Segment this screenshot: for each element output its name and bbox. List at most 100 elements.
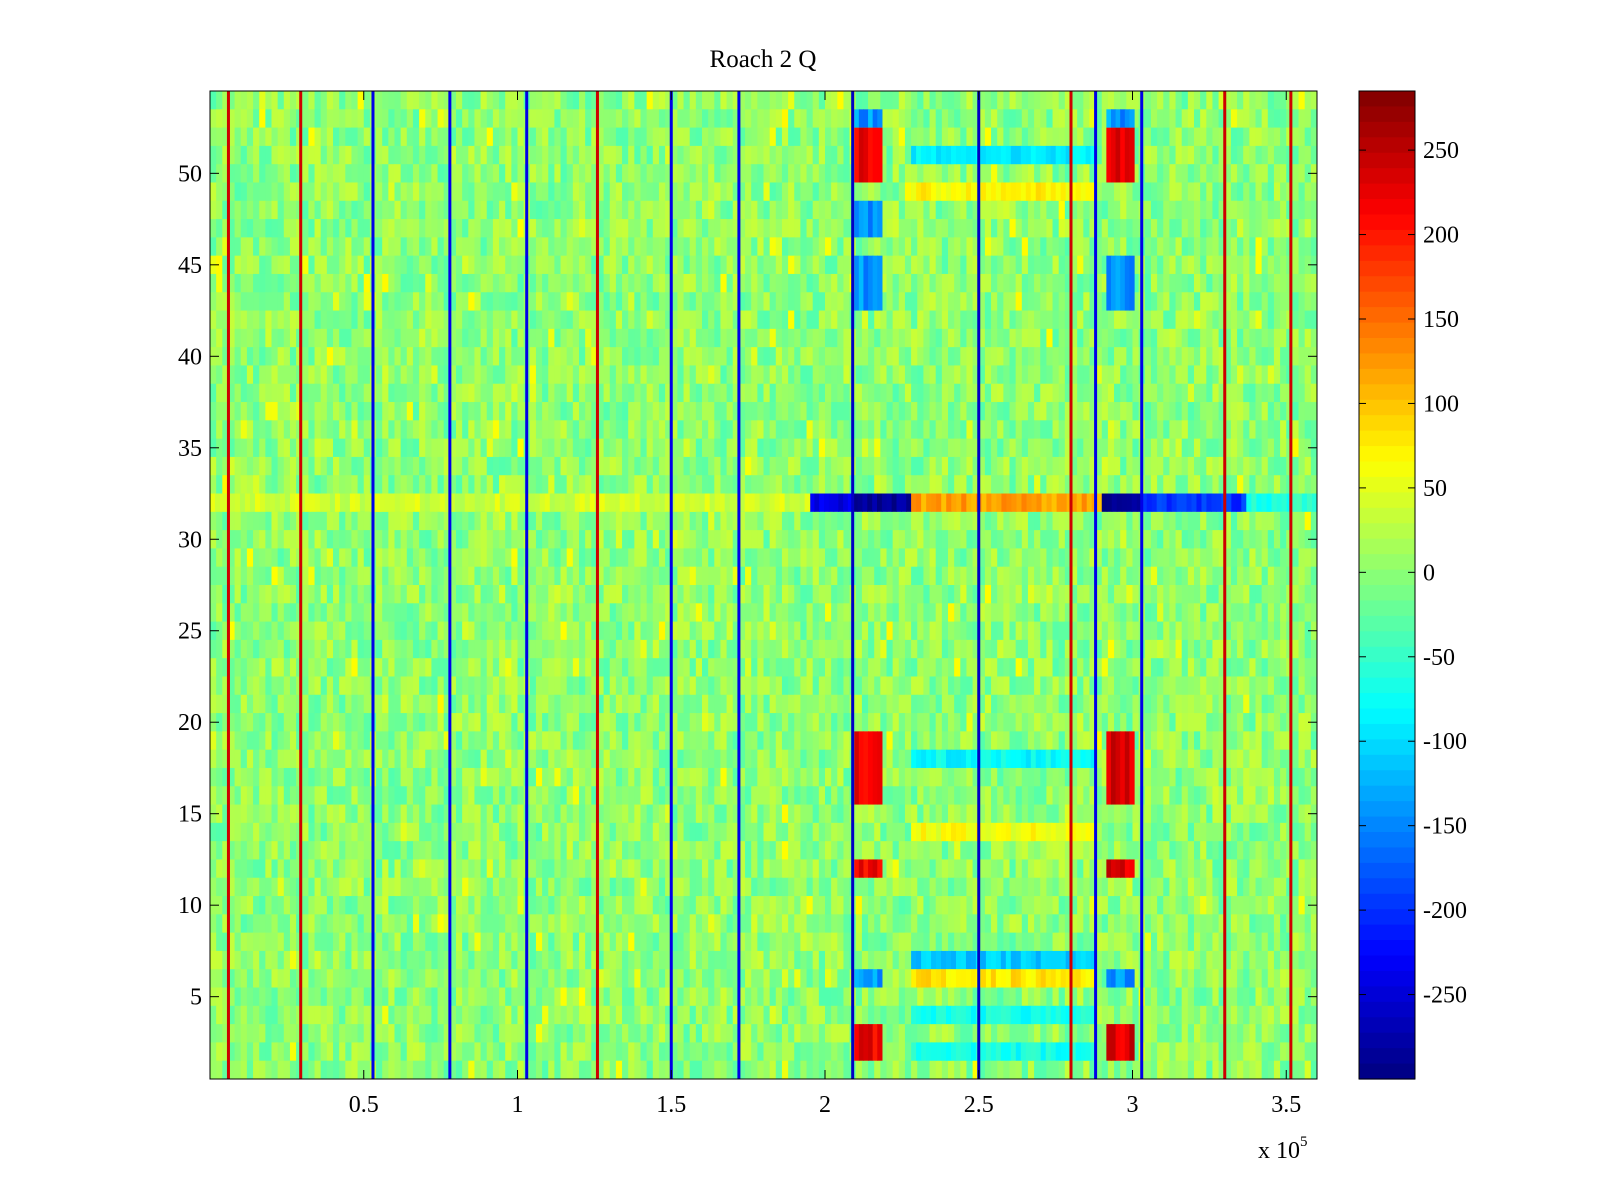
colorbar-tick-label: -50 [1423, 645, 1455, 671]
colorbar-step [1359, 677, 1415, 694]
horizontal-band [911, 969, 1097, 988]
x-axis: 0.5 1 1.5 2 2.5 3 3.5 [349, 91, 1301, 1118]
colorbar-tick-label: 150 [1423, 307, 1459, 333]
colorbar-step [1359, 106, 1415, 123]
band-segment [1246, 493, 1317, 512]
colorbar-step [1359, 322, 1415, 339]
colorbar-step [1359, 955, 1415, 972]
colorbar-step [1359, 461, 1415, 478]
colorbar-step [1359, 338, 1415, 355]
colorbar-ticks: 250 200 150 100 50 0 -50 -100 -150 -200 -250 [1359, 138, 1467, 1009]
colorbar-step [1359, 1063, 1415, 1080]
horizontal-band [911, 822, 1097, 842]
x-tick-label: 1.5 [656, 1092, 686, 1118]
colorbar-step [1359, 260, 1415, 277]
colorbar-step [1359, 523, 1415, 540]
colorbar-step [1359, 507, 1415, 524]
colorbar-tick-label: -100 [1423, 729, 1467, 755]
chart-title: Roach 2 Q [710, 46, 817, 73]
plot-area [210, 91, 1317, 1079]
colorbar-tick-label: 50 [1423, 476, 1447, 502]
colorbar-step [1359, 291, 1415, 308]
horizontal-band [911, 950, 1097, 970]
x-tick-label: 1 [512, 1092, 524, 1118]
colorbar-step [1359, 600, 1415, 617]
colorbar-tick-label: 200 [1423, 223, 1459, 249]
y-tick-label: 35 [178, 436, 202, 462]
colorbar-tick-label: 0 [1423, 560, 1435, 586]
vertical-line [977, 91, 981, 1079]
colorbar-step [1359, 1048, 1415, 1065]
horizontal-band [210, 493, 811, 512]
band-segment [1141, 493, 1247, 512]
colorbar-step [1359, 878, 1415, 895]
colorbar-step [1359, 152, 1415, 169]
bright-column [1106, 127, 1135, 1061]
colorbar-step [1359, 307, 1415, 324]
vertical-line [669, 91, 673, 1079]
x-tick-label: 3.5 [1271, 1092, 1301, 1118]
horizontal-band [911, 1005, 1097, 1025]
dark-column [1106, 109, 1135, 988]
colorbar-step [1359, 708, 1415, 725]
vertical-line [226, 91, 230, 1079]
horizontal-band [911, 145, 1097, 165]
colorbar-step [1359, 137, 1415, 154]
vertical-line [371, 91, 375, 1079]
colorbar-step [1359, 615, 1415, 632]
vertical-line [851, 91, 855, 1079]
y-axis: 5 10 15 20 25 30 35 40 45 50 [178, 161, 1317, 1011]
colorbar-step [1359, 430, 1415, 447]
colorbar-step [1359, 183, 1415, 200]
colorbar-step [1359, 816, 1415, 833]
colorbar-step [1359, 585, 1415, 602]
x-tick-label: 2.5 [964, 1092, 994, 1118]
colorbar-gradient [1359, 91, 1415, 1080]
colorbar: 250 200 150 100 50 0 -50 -100 -150 -200 -250 [1358, 90, 1467, 1080]
x-axis-exponent: x 105 [1258, 1134, 1308, 1164]
colorbar-tick-label: -250 [1423, 983, 1467, 1009]
colorbar-step [1359, 924, 1415, 941]
vertical-line [1094, 91, 1098, 1079]
colorbar-step [1359, 986, 1415, 1003]
colorbar-step [1359, 384, 1415, 401]
y-tick-label: 40 [178, 344, 202, 370]
dark-column [854, 109, 883, 988]
colorbar-tick-label: -200 [1423, 898, 1467, 924]
band-segment [852, 493, 912, 512]
colorbar-step [1359, 631, 1415, 648]
colorbar-step [1359, 909, 1415, 926]
colorbar-step [1359, 121, 1415, 138]
colorbar-step [1359, 1017, 1415, 1034]
band-segment [1101, 493, 1143, 512]
colorbar-step [1359, 662, 1415, 679]
vertical-line [1223, 91, 1227, 1079]
heatmap-cells [210, 91, 1317, 1079]
x-tick-label: 2 [819, 1092, 831, 1118]
horizontal-band [911, 182, 1097, 201]
vertical-line [595, 91, 599, 1079]
y-tick-label: 50 [178, 161, 202, 187]
bright-column [854, 127, 883, 1061]
colorbar-tick-label: 100 [1423, 391, 1459, 417]
colorbar-step [1359, 1032, 1415, 1049]
x-tick-label: 3 [1127, 1092, 1139, 1118]
x-axis-exponent-prefix: x 10 [1258, 1138, 1300, 1164]
colorbar-step [1359, 770, 1415, 787]
colorbar-step [1359, 646, 1415, 663]
colorbar-step [1359, 492, 1415, 509]
y-tick-label: 45 [178, 253, 202, 279]
x-axis-exponent-power: 5 [1300, 1134, 1308, 1150]
colorbar-step [1359, 554, 1415, 571]
colorbar-step [1359, 415, 1415, 432]
colorbar-step [1359, 276, 1415, 293]
colorbar-step [1359, 229, 1415, 246]
band-segment [809, 493, 854, 512]
colorbar-step [1359, 893, 1415, 910]
colorbar-step [1359, 847, 1415, 864]
colorbar-step [1359, 801, 1415, 818]
colorbar-step [1359, 785, 1415, 802]
y-tick-label: 30 [178, 527, 202, 553]
colorbar-tick-label: 250 [1423, 138, 1459, 164]
